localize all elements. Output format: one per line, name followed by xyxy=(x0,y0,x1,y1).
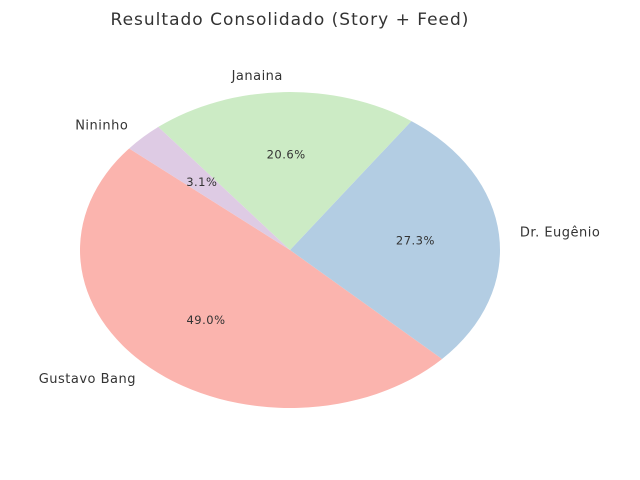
value-label: 3.1% xyxy=(186,175,217,189)
pie-slice xyxy=(158,92,412,251)
value-label: 20.6% xyxy=(267,148,306,162)
pie-slice xyxy=(129,126,290,250)
pie-slice xyxy=(79,148,443,409)
value-label: 27.3% xyxy=(396,233,435,247)
legend-label: Dr. Eugênio xyxy=(520,226,600,241)
legend-label: Gustavo Bang xyxy=(39,372,136,387)
pie-slice xyxy=(290,121,500,359)
value-label: 49.0% xyxy=(186,313,225,327)
legend-label: Nininho xyxy=(75,118,128,133)
chart-title: Resultado Consolidado (Story + Feed) xyxy=(111,10,470,30)
legend-label: Janaina xyxy=(231,69,283,84)
